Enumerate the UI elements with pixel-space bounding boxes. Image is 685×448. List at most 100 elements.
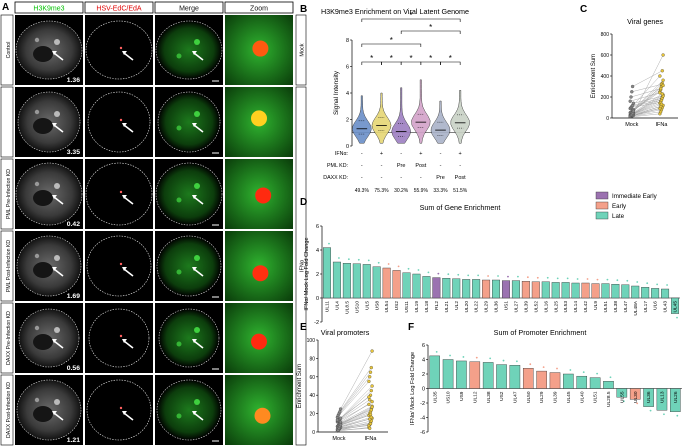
panel-e-title: Viral promoters xyxy=(321,328,370,337)
y-tick-label: 100 xyxy=(307,338,316,344)
bar xyxy=(670,388,681,412)
h3k9me3-value: 1.36 xyxy=(67,77,80,84)
bar xyxy=(561,282,570,299)
x-tick-label: UL42 xyxy=(583,301,589,313)
significance-star: * xyxy=(370,54,373,63)
arrow-shaft xyxy=(53,52,64,61)
arrow-shaft xyxy=(123,124,134,133)
image-tile-hsv xyxy=(85,231,153,301)
legend-swatch xyxy=(595,191,609,200)
y-tick-label: 2 xyxy=(316,272,319,278)
ifn-point xyxy=(659,86,663,91)
zoomed-viral-genome xyxy=(254,407,271,424)
ifn-point xyxy=(370,405,374,409)
x-tick-label: UL6 xyxy=(653,301,659,310)
arrow-shaft xyxy=(123,52,134,61)
bar xyxy=(621,284,630,299)
nucleus-outline xyxy=(16,379,82,441)
arrow-head xyxy=(52,195,57,199)
pair-line xyxy=(339,420,372,429)
arrow-shaft xyxy=(123,412,134,421)
ifn-point xyxy=(368,426,372,430)
pair-line xyxy=(337,381,370,418)
y-tick-label: 40 xyxy=(309,393,315,399)
replicate-dot xyxy=(569,369,572,371)
pair-line xyxy=(338,418,370,428)
bar xyxy=(469,361,481,389)
pair-line xyxy=(340,350,373,410)
nucleolus xyxy=(33,190,53,206)
replicate-dot xyxy=(566,277,569,280)
ifn-point xyxy=(660,69,664,73)
arrow-shaft xyxy=(193,340,204,349)
replicate-dot xyxy=(609,376,612,379)
replicate-dot xyxy=(477,274,480,277)
x-tick-label: UL18 xyxy=(424,301,430,313)
x-tick-label: UL14 xyxy=(573,301,579,313)
image-tile-hsv xyxy=(85,159,153,229)
violin-chart: 0 2 4 6 8 Signal Intensity - - - 49.3% + - - 75.3% - Pr… xyxy=(323,11,470,194)
panel-letter-b: B xyxy=(300,4,307,15)
x-tick-label: UL22 xyxy=(474,301,480,313)
x-tick-label: UL5 xyxy=(364,301,370,310)
ifn-point xyxy=(369,388,373,393)
violin xyxy=(371,92,392,144)
pair-line xyxy=(338,376,370,416)
arrow-shaft xyxy=(123,340,134,349)
mock-point xyxy=(630,84,635,89)
x-tick-label: UL25 xyxy=(553,301,559,313)
pair-line xyxy=(633,85,664,112)
bar xyxy=(661,288,670,299)
x-tick-label: UL47 xyxy=(623,301,629,313)
legend-label: Early xyxy=(612,203,627,210)
pair-line xyxy=(339,417,372,427)
chromocenter xyxy=(54,111,60,117)
bar xyxy=(402,272,411,299)
nucleus xyxy=(157,380,221,440)
nucleus xyxy=(157,236,221,296)
x-tick-label: UL45 xyxy=(673,301,679,313)
viral-genome-dot xyxy=(119,406,123,410)
chromocenter xyxy=(54,327,60,333)
daxx-condition: - xyxy=(381,175,383,181)
x-tick-label: UL39 xyxy=(523,301,529,313)
chromocenter xyxy=(34,181,40,187)
bar xyxy=(616,388,628,398)
arrow-head xyxy=(122,411,127,415)
arrow-shaft xyxy=(53,340,64,349)
bar xyxy=(641,287,650,299)
ifn-point xyxy=(368,422,373,426)
arrow-head xyxy=(192,339,197,343)
violin xyxy=(450,90,470,144)
x-tick-label: Mock xyxy=(332,436,345,442)
daxx-condition: Pre xyxy=(436,175,445,181)
chromocenter xyxy=(54,183,60,189)
replicate-dot xyxy=(449,354,451,357)
chromocenter xyxy=(194,111,200,117)
x-tick-label: UL50 xyxy=(526,391,532,403)
bar xyxy=(581,282,590,299)
replicate-dot xyxy=(407,267,410,270)
bar xyxy=(511,280,520,299)
chromocenter xyxy=(54,399,60,405)
replicate-dot xyxy=(536,276,539,279)
daxx-condition: - xyxy=(400,175,402,181)
bar xyxy=(442,359,454,389)
replicate-dot xyxy=(435,350,438,353)
bar xyxy=(651,288,660,299)
row-label-pml: PML KD: xyxy=(327,163,348,169)
replicate-dot xyxy=(596,278,599,281)
daxx-condition: Post xyxy=(455,175,466,181)
mock-point xyxy=(630,90,634,94)
x-tick-label: US1 xyxy=(504,301,510,311)
panel-b-title: H3K9me3 Enrichment on Viral Latent Genom… xyxy=(321,7,469,16)
arrow-head xyxy=(192,123,197,127)
violin xyxy=(352,95,372,144)
replicate-dot xyxy=(606,278,609,281)
row-label-daxx: DAXX KD: xyxy=(323,175,348,181)
replicate-dot xyxy=(367,259,370,262)
bar xyxy=(576,375,588,389)
x-tick-label: UL43 xyxy=(663,301,669,313)
ifn-point xyxy=(370,384,374,388)
arrow-shaft xyxy=(193,124,204,133)
